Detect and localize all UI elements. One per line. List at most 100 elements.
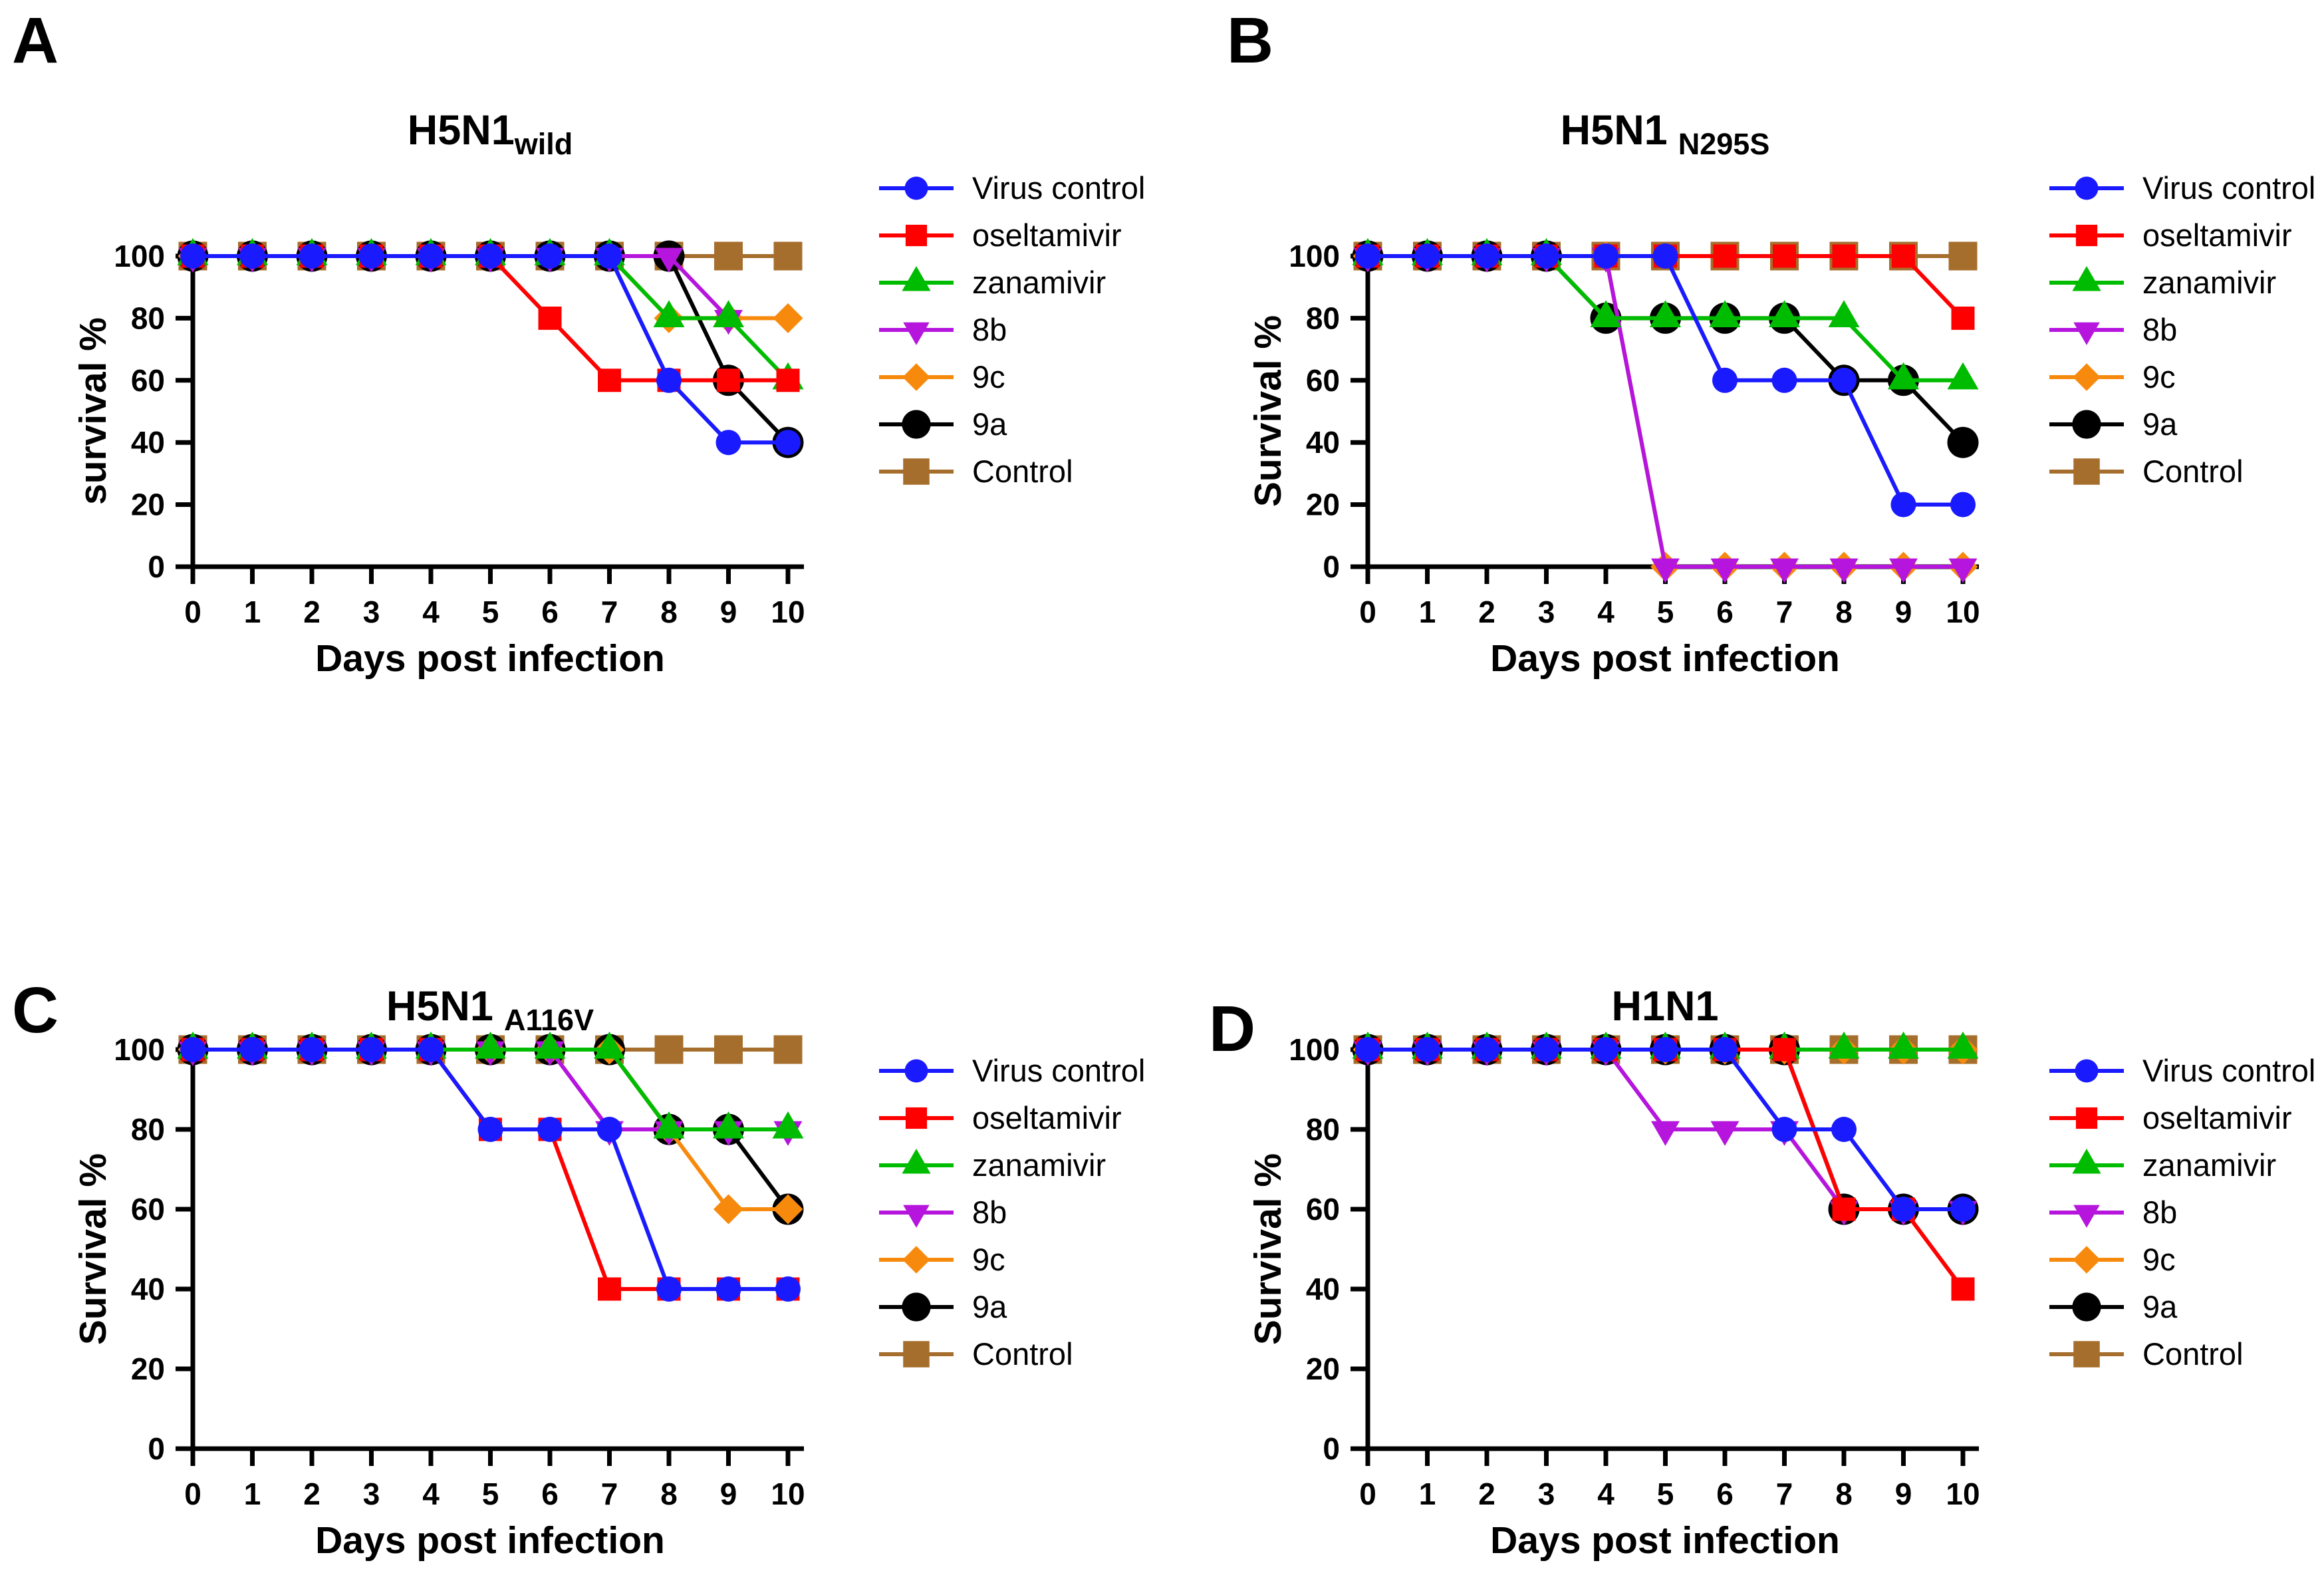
legend-marker-glyph bbox=[905, 1107, 928, 1129]
series-marker bbox=[1832, 244, 1856, 268]
y-tick-label: 80 bbox=[1306, 301, 1340, 335]
series-marker bbox=[713, 300, 744, 327]
title-panel-a: H5N1wild bbox=[191, 110, 789, 161]
panel-b-series-9a bbox=[1352, 240, 1979, 458]
legend-marker-glyph bbox=[902, 1292, 931, 1322]
x-tick-label: 7 bbox=[1776, 1477, 1793, 1511]
series-marker bbox=[1948, 558, 1978, 583]
series-marker bbox=[477, 243, 503, 269]
y-tick-label: 60 bbox=[131, 363, 165, 398]
y-tick-label: 100 bbox=[1289, 239, 1340, 273]
x-tick-label: 3 bbox=[363, 1477, 380, 1511]
x-tick-label: 7 bbox=[1776, 595, 1793, 629]
series-marker bbox=[358, 1037, 384, 1062]
series-marker bbox=[1533, 1037, 1559, 1062]
circle-legend-marker-icon bbox=[2049, 1292, 2124, 1322]
diamond-legend-marker-icon bbox=[879, 1245, 954, 1274]
legend-item-virus-control: Virus control bbox=[876, 1047, 1145, 1094]
x-tick-label: 8 bbox=[660, 595, 678, 629]
x-tick-label: 10 bbox=[1946, 595, 1980, 629]
legend-marker-glyph bbox=[905, 224, 928, 246]
x-tick-label: 5 bbox=[482, 1477, 499, 1511]
title-subscript: N295S bbox=[1678, 127, 1770, 161]
y-tick-label: 100 bbox=[114, 1032, 165, 1067]
legend-item-zanamivir: zanamivir bbox=[876, 259, 1145, 306]
panel-label-a: A bbox=[12, 4, 59, 76]
x-tick-label: 0 bbox=[184, 1477, 201, 1511]
circle-legend-marker-icon bbox=[2049, 176, 2124, 200]
series-marker bbox=[1713, 244, 1737, 268]
y-tick-label: 0 bbox=[1323, 1431, 1340, 1466]
legend-item-8b: 8b bbox=[876, 306, 1145, 353]
series-marker bbox=[773, 303, 803, 333]
series-marker bbox=[1712, 367, 1738, 393]
panel-label-d: D bbox=[1209, 992, 1256, 1065]
series-marker bbox=[1947, 362, 1979, 390]
title-panel-c: H5N1 A116V bbox=[191, 986, 789, 1036]
legend-item-virus-control: Virus control bbox=[2047, 1047, 2315, 1094]
legend-item-8b: 8b bbox=[2047, 1189, 2315, 1236]
series-marker bbox=[239, 1037, 265, 1062]
series-marker bbox=[1593, 243, 1618, 269]
series-marker bbox=[299, 243, 324, 269]
legend-item-9a: 9a bbox=[876, 1283, 1145, 1330]
x-tick-label: 2 bbox=[303, 595, 321, 629]
series-marker bbox=[477, 1117, 503, 1142]
title-subscript: wild bbox=[514, 127, 573, 161]
legend-label: zanamivir bbox=[2142, 265, 2277, 300]
panel-a-series-virus-control bbox=[180, 243, 801, 456]
series-marker bbox=[1888, 362, 1919, 390]
y-tick-label: 40 bbox=[1306, 425, 1340, 460]
x-tick-label: 3 bbox=[1538, 595, 1555, 629]
title-main: H5N1 bbox=[1560, 107, 1668, 154]
legend-marker-glyph bbox=[2072, 1148, 2101, 1173]
series-marker bbox=[1651, 1121, 1680, 1146]
legend-label: Control bbox=[2142, 454, 2244, 489]
series-marker bbox=[653, 300, 685, 327]
legend-item-9a: 9a bbox=[2047, 400, 2315, 448]
x-tick-label: 5 bbox=[1657, 595, 1674, 629]
x-tick-label: 0 bbox=[184, 595, 201, 629]
legend-label: Control bbox=[972, 1336, 1073, 1372]
series-marker bbox=[1652, 1037, 1678, 1062]
series-marker bbox=[1828, 1031, 1860, 1059]
panel-b-series-virus-control bbox=[1355, 243, 1976, 517]
square-legend-marker-icon bbox=[2049, 224, 2124, 246]
series-marker bbox=[537, 1117, 563, 1142]
x-tick-label: 2 bbox=[1478, 1477, 1495, 1511]
legend-label: Virus control bbox=[2142, 170, 2316, 206]
x-tick-label: 4 bbox=[422, 595, 440, 629]
series-marker bbox=[773, 1194, 803, 1225]
series-marker bbox=[1710, 558, 1740, 583]
legend-marker-glyph bbox=[904, 1059, 928, 1082]
series-marker bbox=[1773, 244, 1796, 268]
series-marker bbox=[1950, 492, 1976, 517]
y-tick-label: 80 bbox=[131, 1112, 165, 1147]
legend-panel-d: Virus control oseltamivir zanamivir 8b 9c 9a C… bbox=[2047, 1047, 2315, 1377]
panel-d-series-oseltamivir bbox=[1356, 1038, 1975, 1301]
y-tick-label: 40 bbox=[1306, 1272, 1340, 1306]
series-marker bbox=[180, 243, 205, 269]
series-marker bbox=[1650, 300, 1681, 327]
triangle-up-legend-marker-icon bbox=[2049, 1148, 2124, 1173]
legend-item-oseltamivir: oseltamivir bbox=[2047, 1094, 2315, 1141]
x-axis-label-d: Days post infection bbox=[1490, 1519, 1840, 1562]
x-tick-label: 10 bbox=[771, 595, 805, 629]
legend-label: oseltamivir bbox=[2142, 1100, 2292, 1135]
series-marker bbox=[1652, 243, 1678, 269]
legend-marker-glyph bbox=[2073, 1245, 2101, 1274]
x-tick-label: 7 bbox=[601, 595, 618, 629]
series-marker bbox=[594, 1031, 625, 1059]
series-marker bbox=[717, 368, 740, 392]
legend-label: 8b bbox=[2142, 1195, 2178, 1230]
square-legend-marker-icon bbox=[2049, 1340, 2124, 1368]
series-marker bbox=[538, 306, 562, 330]
circle-legend-marker-icon bbox=[2049, 1059, 2124, 1082]
legend-label: 8b bbox=[972, 312, 1007, 347]
diamond-legend-marker-icon bbox=[2049, 1245, 2124, 1274]
y-tick-label: 60 bbox=[1306, 1192, 1340, 1227]
legend-panel-a: Virus control oseltamivir zanamivir 8b 9c 9a C… bbox=[876, 164, 1145, 495]
panel-b-series-8b bbox=[1353, 247, 1978, 583]
triangle-up-legend-marker-icon bbox=[879, 1148, 954, 1173]
legend-item-oseltamivir: oseltamivir bbox=[2047, 212, 2315, 259]
